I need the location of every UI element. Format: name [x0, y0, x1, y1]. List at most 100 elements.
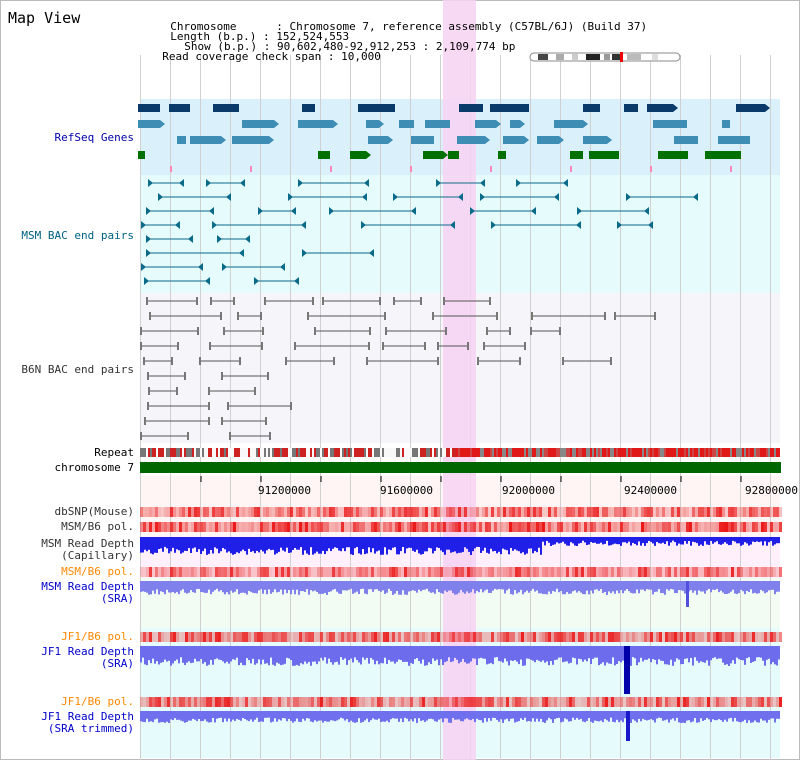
heat-mark	[545, 632, 548, 642]
depth-bar	[222, 537, 224, 548]
depth-bar	[502, 581, 504, 590]
depth-bar	[500, 711, 502, 720]
heat-mark	[161, 697, 164, 707]
depth-bar	[604, 537, 606, 544]
heat-mark	[293, 632, 296, 642]
depth-bar	[682, 581, 684, 591]
heat-mark	[431, 567, 434, 577]
repeat-mark	[294, 448, 296, 457]
repeat-mark	[494, 448, 496, 457]
depth-bar	[586, 646, 588, 662]
heat-mark	[722, 507, 725, 517]
depth-bar	[184, 711, 186, 723]
depth-bar	[332, 711, 334, 721]
depth-bar	[466, 646, 468, 664]
depth-bar	[632, 581, 634, 594]
heat-mark	[158, 697, 161, 707]
depth-bar	[144, 646, 146, 665]
depth-bar	[642, 711, 644, 719]
heat-mark	[278, 697, 281, 707]
heat-mark	[563, 632, 566, 642]
depth-bar	[744, 711, 746, 720]
depth-bar	[466, 711, 468, 719]
heat-mark	[443, 632, 446, 642]
depth-bar	[732, 581, 734, 590]
depth-bar	[358, 646, 360, 663]
heat-mark	[620, 507, 623, 517]
depth-bar	[718, 711, 720, 720]
bac-end	[285, 357, 287, 365]
repeat-mark	[502, 448, 504, 457]
depth-bar	[574, 537, 576, 546]
depth-bar	[332, 581, 334, 590]
depth-bar	[500, 581, 502, 590]
depth-bar	[224, 646, 226, 664]
bac-end	[141, 263, 146, 271]
repeat-mark	[316, 448, 318, 457]
depth-bar	[596, 711, 598, 722]
depth-bar	[432, 711, 434, 720]
depth-bar	[162, 581, 164, 593]
depth-bar	[524, 537, 526, 555]
depth-bar	[490, 537, 492, 549]
heat-mark	[614, 567, 617, 577]
repeat-mark	[210, 448, 212, 457]
depth-bar	[252, 581, 254, 593]
heat-mark	[224, 522, 227, 532]
heat-mark	[266, 522, 269, 532]
depth-bar	[258, 537, 260, 553]
heat-mark	[566, 522, 569, 532]
depth-bar	[458, 581, 460, 593]
heat-mark	[305, 697, 308, 707]
depth-bar	[508, 537, 510, 555]
depth-bar	[594, 581, 596, 590]
depth-bar	[190, 581, 192, 591]
heat-mark	[326, 522, 329, 532]
depth-bar	[450, 537, 452, 553]
repeat-mark	[664, 448, 666, 457]
repeat-mark	[704, 448, 706, 457]
depth-bar	[560, 646, 562, 658]
heat-mark	[668, 507, 671, 517]
depth-bar	[206, 711, 208, 722]
depth-bar	[276, 711, 278, 722]
depth-bar	[336, 646, 338, 662]
depth-bar	[774, 537, 776, 545]
depth-bar	[262, 581, 264, 594]
depth-bar	[442, 537, 444, 553]
heat-mark	[281, 522, 284, 532]
repeat-mark	[528, 448, 530, 457]
depth-bar	[696, 537, 698, 544]
depth-bar	[568, 646, 570, 664]
repeat-mark	[388, 448, 390, 457]
repeat-mark	[584, 448, 586, 457]
repeat-mark	[186, 448, 188, 457]
label-jf1-b6-pol-2: JF1/B6 pol.	[61, 695, 134, 708]
depth-bar	[142, 581, 144, 592]
depth-bar	[722, 537, 724, 544]
repeat-mark	[610, 448, 612, 457]
heat-mark	[272, 522, 275, 532]
heat-mark	[188, 507, 191, 517]
depth-bar	[314, 711, 316, 721]
heat-mark	[167, 632, 170, 642]
gene-block	[475, 120, 496, 128]
heat-mark	[425, 697, 428, 707]
depth-bar	[298, 581, 300, 595]
depth-bar	[614, 646, 616, 666]
depth-bar	[156, 646, 158, 662]
depth-bar	[746, 581, 748, 591]
heat-mark	[455, 507, 458, 517]
depth-bar	[712, 537, 714, 544]
heat-mark	[554, 507, 557, 517]
heat-mark	[764, 697, 767, 707]
depth-bar	[222, 646, 224, 662]
depth-bar	[530, 537, 532, 549]
repeat-mark	[540, 448, 542, 457]
heat-mark	[674, 567, 677, 577]
depth-bar	[270, 537, 272, 551]
depth-bar	[246, 537, 248, 555]
repeat-mark	[326, 448, 328, 457]
